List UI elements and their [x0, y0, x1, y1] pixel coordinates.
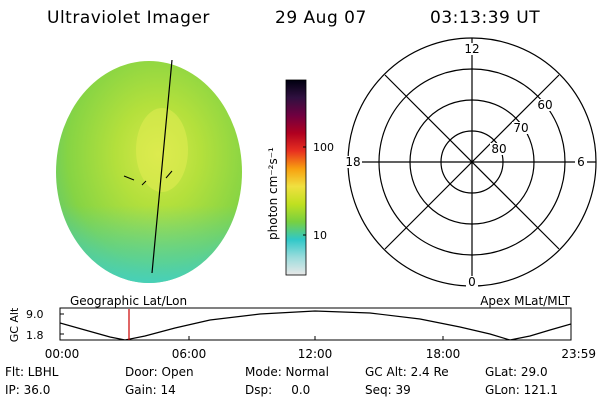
mlt-label-18: 18 [345, 155, 360, 169]
mlt-label-0: 0 [468, 275, 476, 289]
info-glat: GLat: 29.0 [485, 365, 548, 379]
geographic-title: Geographic Lat/Lon [70, 294, 187, 308]
info-filter: Flt: LBHL [5, 365, 59, 379]
mlat-label-60: 60 [537, 98, 552, 112]
colorbar-unit-label: photon cm⁻²s⁻¹ [266, 147, 280, 240]
alt-axis-label: GC Alt [8, 307, 21, 342]
info-ip: IP: 36.0 [5, 383, 51, 397]
time-tick-1200: 12:00 [298, 347, 333, 361]
mlat-label-70: 70 [513, 121, 528, 135]
mlat-label-80: 80 [491, 142, 506, 156]
alt-tick-9: 9.0 [26, 308, 44, 321]
terminator-line [151, 59, 173, 274]
apex-title: Apex MLat/MLT [480, 294, 570, 308]
info-seq: Seq: 39 [365, 383, 411, 397]
auroral-image [56, 59, 242, 283]
mlt-label-6: 6 [577, 155, 585, 169]
time-tick-1800: 18:00 [426, 347, 461, 361]
alt-tick-1.8: 1.8 [26, 329, 44, 342]
orbit-plot: Geographic Lat/Lon Apex MLat/MLT 9.0 1.8… [8, 294, 596, 361]
time-label: 03:13:39 UT [430, 8, 541, 28]
polar-grid [347, 37, 597, 287]
mlt-label-12: 12 [464, 42, 479, 56]
instrument-title: Ultraviolet Imager [47, 8, 210, 28]
colorbar: 100 10 photon cm⁻²s⁻¹ [266, 79, 334, 276]
colorbar-tick-10: 10 [313, 229, 327, 242]
time-tick-0600: 06:00 [172, 347, 207, 361]
info-mode: Mode: Normal [245, 365, 329, 379]
info-gain: Gain: 14 [125, 383, 176, 397]
colorbar-tick-100: 100 [313, 141, 334, 154]
info-gc-alt: GC Alt: 2.4 Re [365, 365, 449, 379]
info-glon: GLon: 121.1 [485, 383, 558, 397]
date-label: 29 Aug 07 [275, 8, 367, 28]
time-tick-0000: 00:00 [45, 347, 80, 361]
polar-labels: 12 18 6 0 60 70 80 [344, 42, 587, 289]
altitude-curve [60, 310, 571, 340]
info-dsp: Dsp: 0.0 [245, 383, 311, 397]
time-tick-2359: 23:59 [561, 347, 596, 361]
info-door: Door: Open [125, 365, 194, 379]
